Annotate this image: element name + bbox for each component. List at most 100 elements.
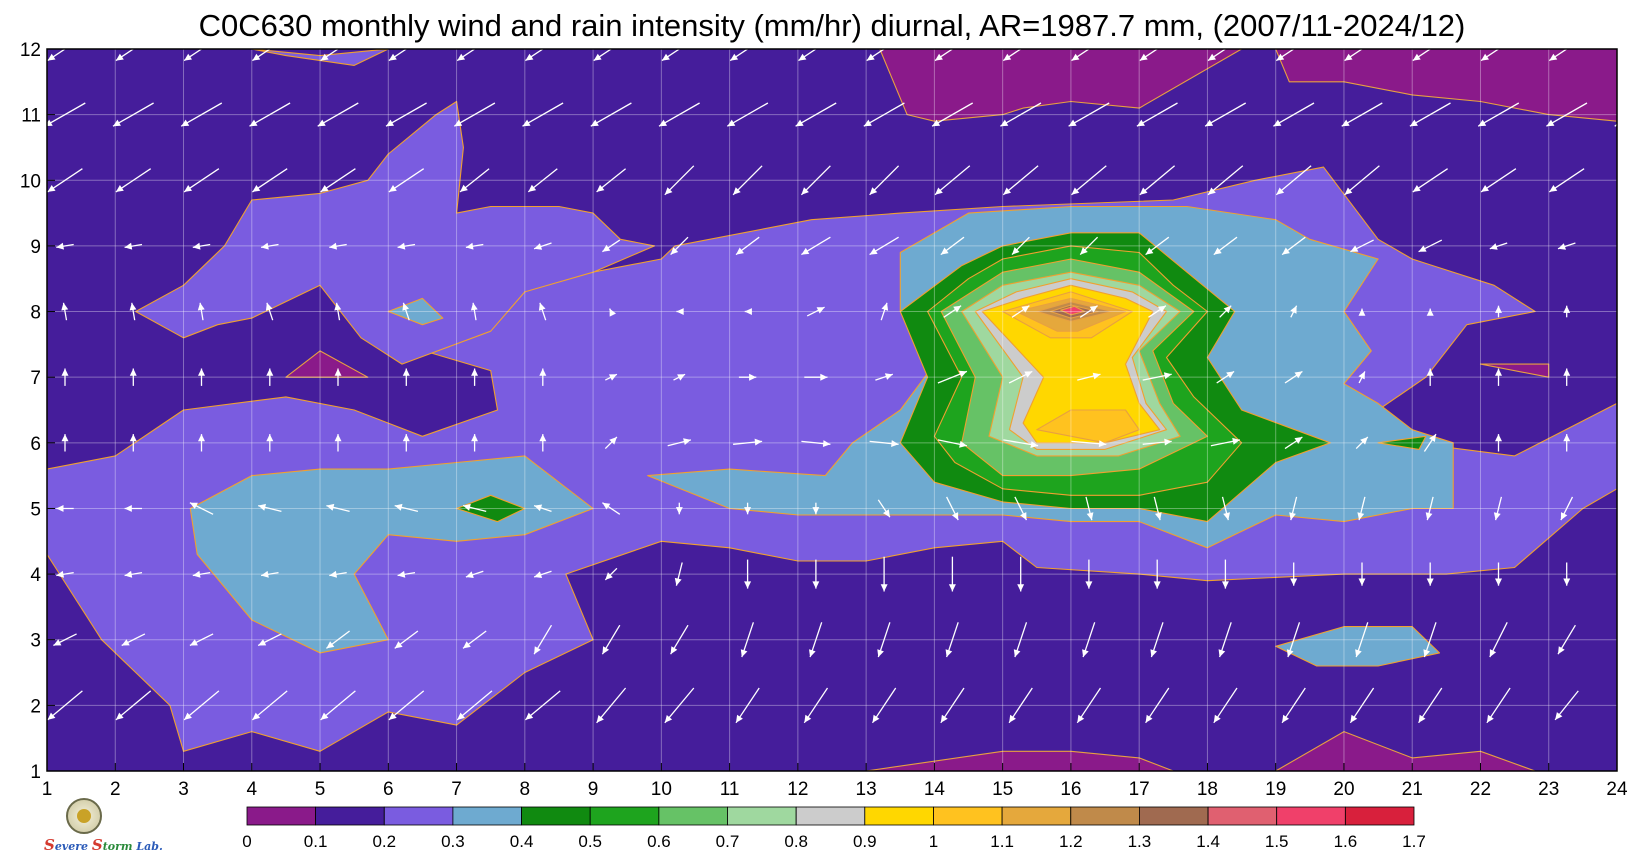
- wind-arrow: [1554, 690, 1579, 721]
- wind-arrow-head: [115, 712, 124, 720]
- wind-arrow: [198, 368, 205, 386]
- wind-arrow: [1079, 236, 1099, 256]
- wind-arrow-head: [609, 437, 617, 445]
- plot-frame: [46, 48, 1618, 772]
- wind-arrow-head: [1563, 434, 1571, 442]
- wind-arrow-head: [1071, 187, 1080, 195]
- wind-arrow: [1632, 563, 1639, 586]
- lab-logo: Severe Storm Lab.: [44, 798, 163, 858]
- wind-arrow: [800, 165, 831, 196]
- wind-arrow-head: [47, 53, 56, 61]
- wind-arrow: [744, 559, 752, 589]
- wind-arrow-head: [1136, 119, 1145, 127]
- wind-arrow: [1145, 236, 1170, 256]
- wind-arrow: [1355, 622, 1369, 658]
- wind-arrow: [803, 687, 829, 724]
- wind-arrow-shaft: [47, 102, 86, 126]
- wind-arrow-shaft: [664, 687, 695, 724]
- wind-arrow-shaft: [1000, 102, 1042, 127]
- wind-arrow: [1153, 496, 1162, 521]
- wind-arrow: [869, 165, 900, 196]
- wind-arrow: [940, 687, 965, 724]
- wind-arrow-head: [258, 639, 267, 646]
- wind-arrow: [459, 168, 490, 193]
- wind-arrow-head: [883, 509, 890, 518]
- wind-arrow: [877, 622, 891, 658]
- colorbar-tick-label: 0.7: [716, 832, 740, 851]
- colorbar-swatch: [383, 806, 454, 826]
- wind-arrow-head: [1495, 305, 1502, 313]
- wind-arrow-head: [189, 502, 198, 509]
- wind-arrow: [1071, 165, 1107, 196]
- wind-arrow: [869, 236, 899, 256]
- wind-arrow-head: [1478, 119, 1487, 127]
- wind-arrow-head: [326, 641, 335, 649]
- wind-arrow: [320, 49, 340, 62]
- wind-arrow-head: [812, 507, 820, 515]
- wind-arrow: [266, 368, 274, 386]
- contour-region: [879, 49, 1243, 122]
- wind-arrow-head: [661, 53, 670, 61]
- wind-arrow: [812, 559, 820, 589]
- contour-region: [1275, 626, 1441, 667]
- wind-arrow-head: [1426, 368, 1434, 376]
- wind-arrow-head: [334, 434, 342, 442]
- wind-arrow: [1618, 169, 1640, 192]
- wind-arrow: [1139, 49, 1159, 62]
- wind-arrow: [47, 49, 67, 62]
- wind-arrow: [877, 499, 891, 518]
- wind-arrow: [533, 242, 552, 250]
- wind-arrow-head: [1632, 434, 1639, 441]
- wind-arrow: [1495, 562, 1502, 586]
- wind-arrow: [124, 505, 142, 512]
- wind-arrow: [61, 302, 69, 321]
- wind-arrow: [609, 308, 616, 317]
- wind-arrow: [266, 434, 274, 452]
- wind-arrow-head: [460, 184, 468, 192]
- wind-arrow: [1563, 368, 1571, 386]
- wind-arrow-head: [820, 373, 828, 381]
- wind-arrow-head: [388, 185, 397, 192]
- x-tick-label: 16: [1060, 779, 1081, 800]
- wind-arrow-head: [397, 570, 406, 578]
- wind-arrow-head: [935, 53, 943, 61]
- wind-arrow: [812, 502, 820, 515]
- wind-arrow-shaft: [1204, 102, 1247, 127]
- wind-arrow: [605, 373, 618, 381]
- wind-arrow-head: [1003, 187, 1011, 195]
- wind-arrow: [1207, 49, 1227, 62]
- y-tick-label: 11: [21, 106, 41, 127]
- wind-arrow-head: [1208, 187, 1216, 195]
- wind-arrow: [465, 242, 484, 250]
- wind-arrow-head: [1163, 372, 1172, 380]
- wind-arrow: [539, 434, 547, 452]
- wind-arrow-head: [334, 302, 342, 311]
- wind-arrow: [798, 49, 818, 62]
- colorbar-swatch: [315, 806, 385, 826]
- wind-arrow-head: [677, 374, 686, 381]
- wind-arrow: [1495, 434, 1502, 452]
- wind-arrow-head: [1549, 53, 1558, 61]
- wind-arrow-head: [1213, 247, 1222, 255]
- wind-arrow: [1344, 49, 1364, 62]
- colorbar-tick-label: 1.1: [990, 832, 1014, 851]
- wind-arrow-head: [1358, 308, 1366, 316]
- wind-arrow-shaft: [1614, 124, 1617, 127]
- wind-arrow-head: [317, 119, 326, 127]
- wind-arrow: [1623, 691, 1640, 720]
- y-tick-label: 4: [30, 565, 41, 586]
- colorbar-tick-label: 1.6: [1334, 832, 1358, 851]
- wind-arrow: [1153, 559, 1161, 589]
- wind-arrow: [115, 49, 135, 62]
- wind-arrow: [334, 302, 342, 321]
- wind-arrow: [1563, 562, 1571, 586]
- wind-arrow: [934, 49, 954, 62]
- wind-arrow-head: [1632, 306, 1639, 313]
- wind-arrow: [1000, 102, 1042, 127]
- wind-arrow: [260, 570, 279, 578]
- wind-arrow: [527, 168, 558, 193]
- wind-arrow: [866, 49, 886, 62]
- wind-arrow: [525, 49, 544, 62]
- wind-arrow-head: [609, 308, 616, 317]
- wind-arrow: [1629, 497, 1640, 520]
